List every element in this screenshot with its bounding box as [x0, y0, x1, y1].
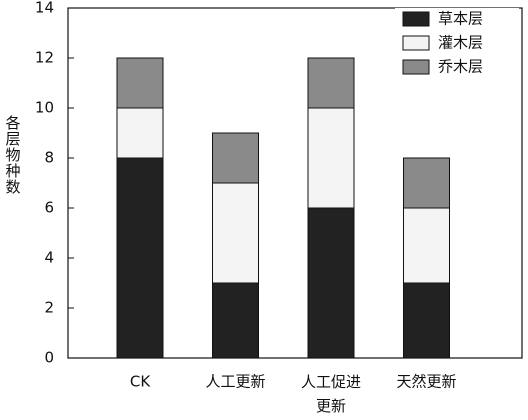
- legend-swatch: [402, 59, 430, 75]
- legend-swatch: [402, 35, 430, 51]
- y-tick-label: 12: [35, 49, 54, 67]
- y-tick-label: 14: [35, 0, 54, 17]
- bar-segment: [307, 107, 355, 209]
- bar-segment: [307, 207, 355, 359]
- y-tick-label: 4: [44, 249, 54, 267]
- plot-frame: [67, 7, 523, 359]
- y-tick-label: 2: [44, 299, 54, 317]
- y-tick-label: 8: [44, 149, 54, 167]
- legend-label: 乔木层: [438, 58, 483, 76]
- x-tick-label: 人工更新: [205, 373, 265, 391]
- bar-segment: [403, 157, 450, 209]
- bar-segment: [403, 282, 450, 359]
- x-tick-label: 天然更新: [396, 373, 456, 391]
- x-tick-label: 人工促进更新: [301, 373, 361, 415]
- y-tick-label: 6: [44, 199, 54, 217]
- bar-segment: [307, 57, 355, 109]
- legend-label: 灌木层: [438, 34, 483, 52]
- x-tick-label: CK: [130, 373, 151, 391]
- bar-segment: [403, 207, 450, 284]
- legend-label: 草本层: [438, 10, 483, 28]
- y-axis-label: 各层物种数: [4, 115, 22, 195]
- bar-segment: [116, 107, 164, 159]
- y-tick-label: 0: [44, 349, 54, 367]
- bar-segment: [116, 157, 164, 359]
- bar-segment: [212, 282, 259, 359]
- bar-segment: [116, 57, 164, 109]
- legend-swatch: [402, 11, 430, 27]
- bar-segment: [212, 132, 259, 184]
- bar-segment: [212, 182, 259, 284]
- y-tick-label: 10: [35, 99, 54, 117]
